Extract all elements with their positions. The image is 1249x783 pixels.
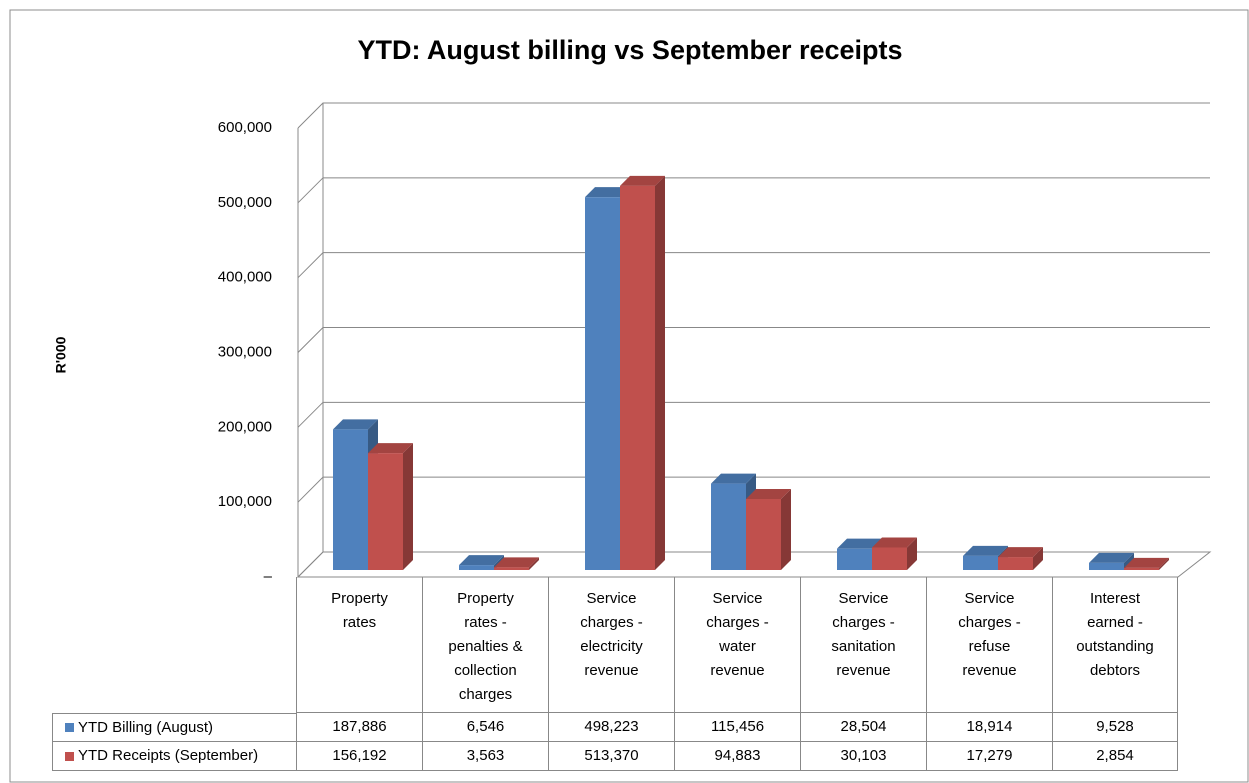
bar-top	[585, 187, 630, 198]
bar	[1124, 557, 1169, 570]
bar	[494, 557, 539, 570]
table-value: 2,854	[1052, 742, 1178, 771]
bar-front	[711, 483, 746, 570]
chart-border	[9, 9, 1249, 783]
bar-top	[1124, 557, 1169, 568]
bar-front	[333, 429, 368, 570]
bar-top	[837, 538, 882, 549]
bar-top	[872, 537, 917, 548]
legend-text: YTD Receipts (September)	[78, 747, 259, 764]
bar-front	[368, 453, 403, 570]
chart-title: YTD: August billing vs September receipt…	[357, 35, 902, 65]
bar-top	[620, 175, 665, 186]
table-value: 3,563	[422, 742, 548, 771]
bar-top	[494, 557, 539, 568]
grid-line	[297, 252, 1210, 279]
table-value: 156,192	[296, 742, 422, 771]
bar-front	[1124, 567, 1159, 570]
category-label: Service charges - water revenue	[674, 577, 800, 713]
y-tick-label: 500,000	[218, 194, 272, 211]
bar-side	[1159, 557, 1169, 570]
legend-text: YTD Billing (August)	[78, 718, 214, 736]
table-value: 6,546	[422, 713, 548, 742]
table-value: 513,370	[548, 742, 674, 771]
bar-front	[620, 185, 655, 570]
table-value: 115,456	[674, 713, 800, 742]
bar-front	[837, 548, 872, 570]
bar-top	[1089, 552, 1134, 563]
legend-entry: YTD Receipts (September)	[52, 742, 296, 771]
category-label: Service charges - electricity revenue	[548, 577, 674, 713]
grid-line	[297, 177, 1210, 204]
table-value: 17,279	[926, 742, 1052, 771]
bar-side	[529, 557, 539, 570]
bar-top	[711, 473, 756, 484]
bar-top	[998, 547, 1043, 558]
category-label: Interest earned - outstanding debtors	[1052, 577, 1178, 713]
category-label: Service charges - sanitation revenue	[800, 577, 926, 713]
bar	[746, 488, 791, 570]
y-axis-label: R'000	[53, 336, 69, 373]
bar-top	[459, 555, 504, 566]
legend-swatch	[65, 723, 74, 732]
bar-side	[403, 443, 413, 570]
bar-top	[368, 443, 413, 454]
bar	[620, 175, 665, 570]
bar-front	[459, 565, 494, 570]
bar	[368, 443, 413, 570]
table-value: 28,504	[800, 713, 926, 742]
y-tick-label: 600,000	[218, 119, 272, 136]
legend-entry: YTD Billing (August)	[52, 713, 296, 742]
bar-front	[998, 557, 1033, 570]
bar-top	[333, 419, 378, 430]
y-tick-label: 200,000	[218, 418, 272, 435]
bar-front	[963, 555, 998, 570]
category-label: Property rates - penalties & collection …	[422, 577, 548, 713]
legend-swatch	[65, 751, 74, 761]
bar-front	[746, 498, 781, 570]
bar-side	[655, 175, 665, 570]
category-label: Service charges - refuse revenue	[926, 577, 1052, 713]
y-tick-label: –	[264, 568, 273, 585]
bar-front	[585, 197, 620, 570]
bar-top	[746, 488, 791, 499]
category-label: Property rates	[296, 577, 422, 713]
grid-line	[297, 401, 1210, 428]
bar-side	[1033, 547, 1043, 570]
bar-front	[872, 547, 907, 570]
table-value: 498,223	[548, 713, 674, 742]
bar	[872, 537, 917, 570]
table-value: 187,886	[296, 713, 422, 742]
grid-line	[297, 476, 1210, 503]
bar-front	[494, 567, 529, 570]
table-value: 18,914	[926, 713, 1052, 742]
bar-front	[1089, 562, 1124, 570]
bar	[998, 547, 1043, 570]
y-tick-label: 300,000	[218, 343, 272, 360]
grid-line	[297, 327, 1210, 353]
grid-line	[297, 102, 1210, 129]
y-tick-label: 100,000	[218, 493, 272, 510]
bar-top	[963, 545, 1008, 556]
table-value: 9,528	[1052, 713, 1178, 742]
y-tick-label: 400,000	[218, 269, 272, 286]
table-value: 94,883	[674, 742, 800, 771]
bar-side	[781, 488, 791, 570]
table-value: 30,103	[800, 742, 926, 771]
bar-side	[907, 537, 917, 570]
